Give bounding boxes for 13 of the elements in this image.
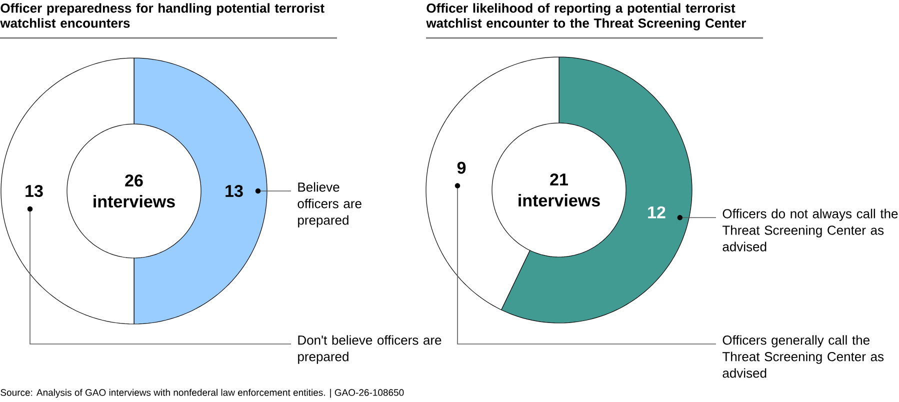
source-note: Source: Analysis of GAO interviews with nonfederal law enforcement entities. | GAO-26-108650 [0, 388, 404, 398]
chart-title: Officer preparedness for handling potential terrorist watchlist encounters [0, 3, 324, 28]
text: 21 interviews [518, 173, 600, 207]
slice-label: Don't believe officers are prepared [298, 335, 442, 364]
chart-title: Officer likelihood of reporting a potential terrorist watchlist encounter to the Threat Screening Center [426, 3, 746, 30]
data-label: 12 [648, 206, 666, 218]
data-label: 13 [26, 184, 43, 198]
slice-label: Officers do not always call the Threat Screening Center as advised [722, 208, 898, 252]
slice-label: Officers generally call the Threat Screening Center as advised [722, 335, 884, 378]
data-label: 9 [457, 162, 466, 174]
slice-label: Believe officers are prepared [298, 182, 362, 228]
text: 26 interviews [94, 174, 175, 208]
data-label: 13 [226, 184, 243, 198]
